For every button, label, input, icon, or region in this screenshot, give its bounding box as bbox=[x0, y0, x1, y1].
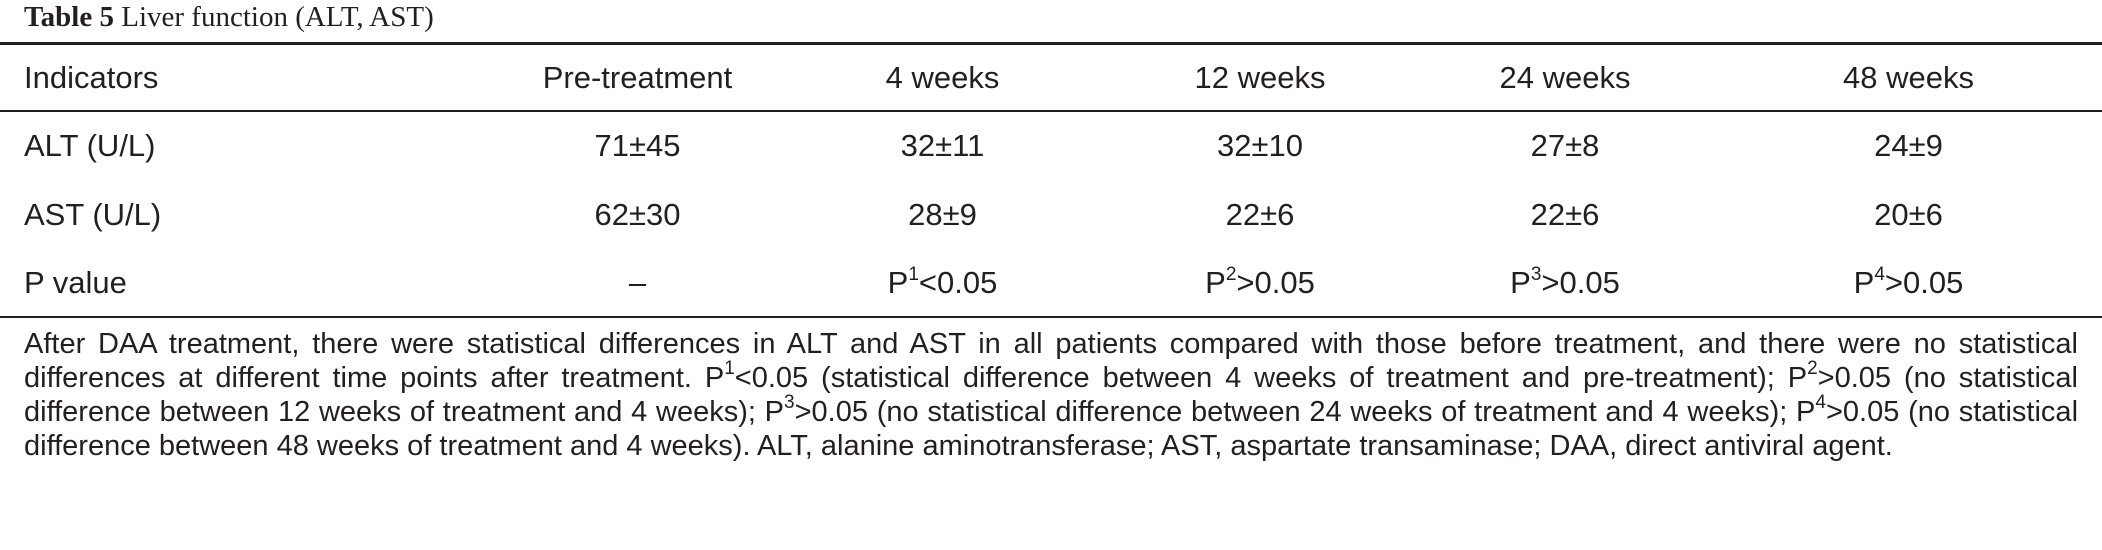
top-rule bbox=[0, 42, 2102, 45]
table-footnote: After DAA treatment, there were statisti… bbox=[24, 328, 2079, 462]
column-header: 24 weeks bbox=[1499, 59, 1631, 95]
table-cell: 22±6 bbox=[1530, 197, 1600, 232]
table-cell: 32±10 bbox=[1217, 127, 1303, 163]
p-value-cell: P2>0.05 bbox=[1205, 263, 1315, 300]
liver-function-table: Indicators Pre-treatment 4 weeks 12 week… bbox=[0, 45, 2102, 317]
header-rule bbox=[0, 110, 2102, 112]
table-cell: 27±8 bbox=[1530, 127, 1600, 163]
header-row: Indicators Pre-treatment 4 weeks 12 week… bbox=[0, 45, 2102, 110]
row-label: P value bbox=[24, 265, 127, 300]
table-cell: 62±30 bbox=[594, 197, 681, 232]
table-cell: – bbox=[628, 265, 647, 300]
column-header: 48 weeks bbox=[1843, 59, 1974, 95]
p-value-cell: P3>0.05 bbox=[1510, 263, 1620, 300]
table-cell: 24±9 bbox=[1874, 127, 1943, 163]
p-value-cell: P1<0.05 bbox=[887, 263, 998, 300]
table-cell: 71±45 bbox=[594, 127, 681, 163]
table-cell: 22±6 bbox=[1225, 197, 1295, 232]
bottom-rule bbox=[0, 316, 2102, 318]
table-row: AST (U/L) 62±30 28±9 22±6 22±6 20±6 bbox=[0, 181, 2102, 249]
column-header: Indicators bbox=[24, 59, 159, 95]
p-value-cell: P4>0.05 bbox=[1853, 263, 1964, 300]
column-header: 4 weeks bbox=[885, 59, 1000, 95]
column-header: 12 weeks bbox=[1194, 59, 1326, 95]
table-row: ALT (U/L) 71±45 32±11 32±10 27±8 24±9 bbox=[0, 110, 2102, 181]
row-label: AST (U/L) bbox=[24, 197, 162, 232]
row-label: ALT (U/L) bbox=[24, 127, 156, 163]
table-cell: 32±11 bbox=[900, 127, 985, 163]
table-cell: 28±9 bbox=[908, 197, 977, 232]
table-row: P value – P1<0.05 P2>0.05 P3>0.05 P4>0.0… bbox=[0, 249, 2102, 317]
caption-title: Liver function (ALT, AST) bbox=[121, 1, 434, 33]
caption-number: Table 5 bbox=[24, 1, 114, 33]
table-caption: Table 5 Liver function (ALT, AST) bbox=[24, 0, 434, 34]
column-header: Pre-treatment bbox=[542, 59, 733, 95]
table-cell: 20±6 bbox=[1874, 197, 1943, 232]
